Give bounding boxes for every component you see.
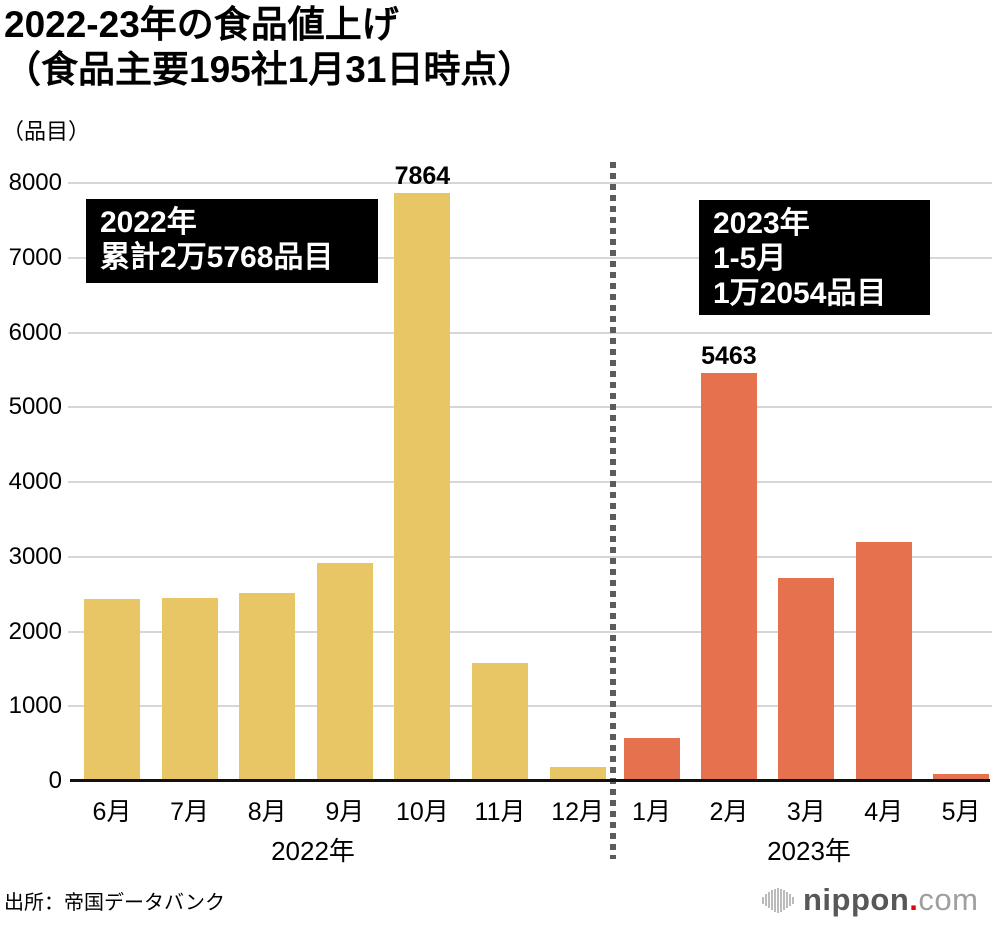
- bar-2023年-3月: [778, 577, 835, 781]
- x-tick-label-6月: 6月: [92, 798, 132, 826]
- soundwave-bar: [783, 890, 785, 910]
- gridline-8000: [68, 182, 992, 184]
- bar-2023年-4月: [855, 541, 912, 781]
- soundwave-bar: [768, 892, 770, 908]
- y-tick-label-4000: 4000: [8, 468, 62, 495]
- x-tick-label-10月: 10月: [395, 798, 449, 826]
- soundwave-bar: [765, 894, 767, 906]
- bar-value-label-7864: 7864: [394, 162, 451, 191]
- x-tick-label-1月: 1月: [632, 798, 671, 826]
- y-axis-unit-label: （品目）: [2, 119, 91, 144]
- y-tick-label-3000: 3000: [8, 542, 62, 570]
- x-group-label-2022年: 2022年: [271, 836, 355, 866]
- bar-2023年-5月: [933, 774, 990, 781]
- year-divider-line: [610, 162, 616, 859]
- gridline-3000: [68, 555, 992, 558]
- x-tick-label-7月: 7月: [170, 798, 210, 826]
- y-tick-label-1000: 1000: [8, 692, 62, 720]
- y-tick-label-7000: 7000: [8, 243, 62, 271]
- y-tick-label-5000: 5000: [8, 393, 62, 421]
- bar-2022年-12月: [549, 766, 606, 781]
- nippon-com-logo-text: nippon.com: [803, 882, 979, 918]
- callout-2023-line3: 1万2054品目: [713, 277, 887, 310]
- gridline-6000: [68, 331, 992, 334]
- chart-title-line2: （食品主要195社1月31日時点）: [4, 49, 535, 90]
- soundwave-bar: [762, 896, 764, 904]
- callout-2022-line1: 2022年: [100, 206, 197, 239]
- soundwave-bar: [780, 888, 782, 912]
- y-tick-label-0: 0: [48, 767, 62, 794]
- soundwave-bar: [792, 896, 794, 904]
- bar-2022年-9月: [316, 562, 373, 781]
- bar-2022年-7月: [161, 597, 218, 781]
- bar-2022年-6月: [84, 599, 140, 781]
- x-tick-label-2月: 2月: [709, 798, 749, 826]
- x-tick-label-9月: 9月: [325, 798, 365, 826]
- x-tick-label-5月: 5月: [941, 798, 981, 826]
- callout-2022-total: 2022年 累計2万5768品目: [86, 199, 378, 283]
- callout-2023-line2: 1-5月: [713, 242, 787, 275]
- soundwave-bar: [786, 892, 788, 908]
- x-tick-label-4月: 4月: [864, 798, 904, 826]
- gridline-2000: [68, 630, 992, 633]
- bar-2022年-10月: [394, 193, 451, 781]
- chart-title-line1: 2022-23年の食品値上げ: [4, 4, 399, 45]
- bar-2022年-11月: [472, 662, 528, 781]
- x-tick-label-11月: 11月: [474, 798, 526, 826]
- callout-2023-total: 2023年 1-5月 1万2054品目: [699, 200, 930, 315]
- bar-2023年-2月: [700, 372, 757, 781]
- nippon-com-logo: nippon.com: [762, 882, 996, 918]
- soundwave-bar: [777, 887, 779, 913]
- soundwave-bars-icon: [762, 887, 794, 913]
- y-tick-label-6000: 6000: [8, 318, 62, 346]
- y-tick-label-2000: 2000: [8, 617, 62, 645]
- x-tick-label-12月: 12月: [551, 798, 604, 826]
- x-tick-label-3月: 3月: [786, 798, 826, 826]
- chart-title: 2022-23年の食品値上げ （食品主要195社1月31日時点）: [4, 2, 534, 92]
- x-axis-line: [70, 779, 990, 782]
- gridline-7000: [68, 256, 992, 259]
- soundwave-bar: [774, 888, 776, 912]
- bar-2023年-1月: [623, 737, 680, 781]
- callout-2022-line2: 累計2万5768品目: [100, 241, 334, 274]
- source-note: 出所：帝国データバンク: [4, 892, 225, 914]
- bar-2022年-8月: [239, 592, 296, 781]
- soundwave-bar: [789, 894, 791, 906]
- y-tick-label-8000: 8000: [8, 169, 62, 196]
- soundwave-bar: [771, 890, 773, 910]
- bar-value-label-5463: 5463: [701, 341, 757, 370]
- logo-dot: .: [909, 882, 919, 917]
- logo-name: nippon: [803, 882, 910, 917]
- gridline-1000: [68, 705, 992, 708]
- gridline-5000: [68, 406, 992, 409]
- logo-tld: com: [918, 882, 979, 917]
- gridline-4000: [68, 481, 992, 483]
- x-tick-label-8月: 8月: [247, 798, 287, 826]
- callout-2023-line1: 2023年: [713, 207, 810, 240]
- x-group-label-2023年: 2023年: [767, 836, 851, 866]
